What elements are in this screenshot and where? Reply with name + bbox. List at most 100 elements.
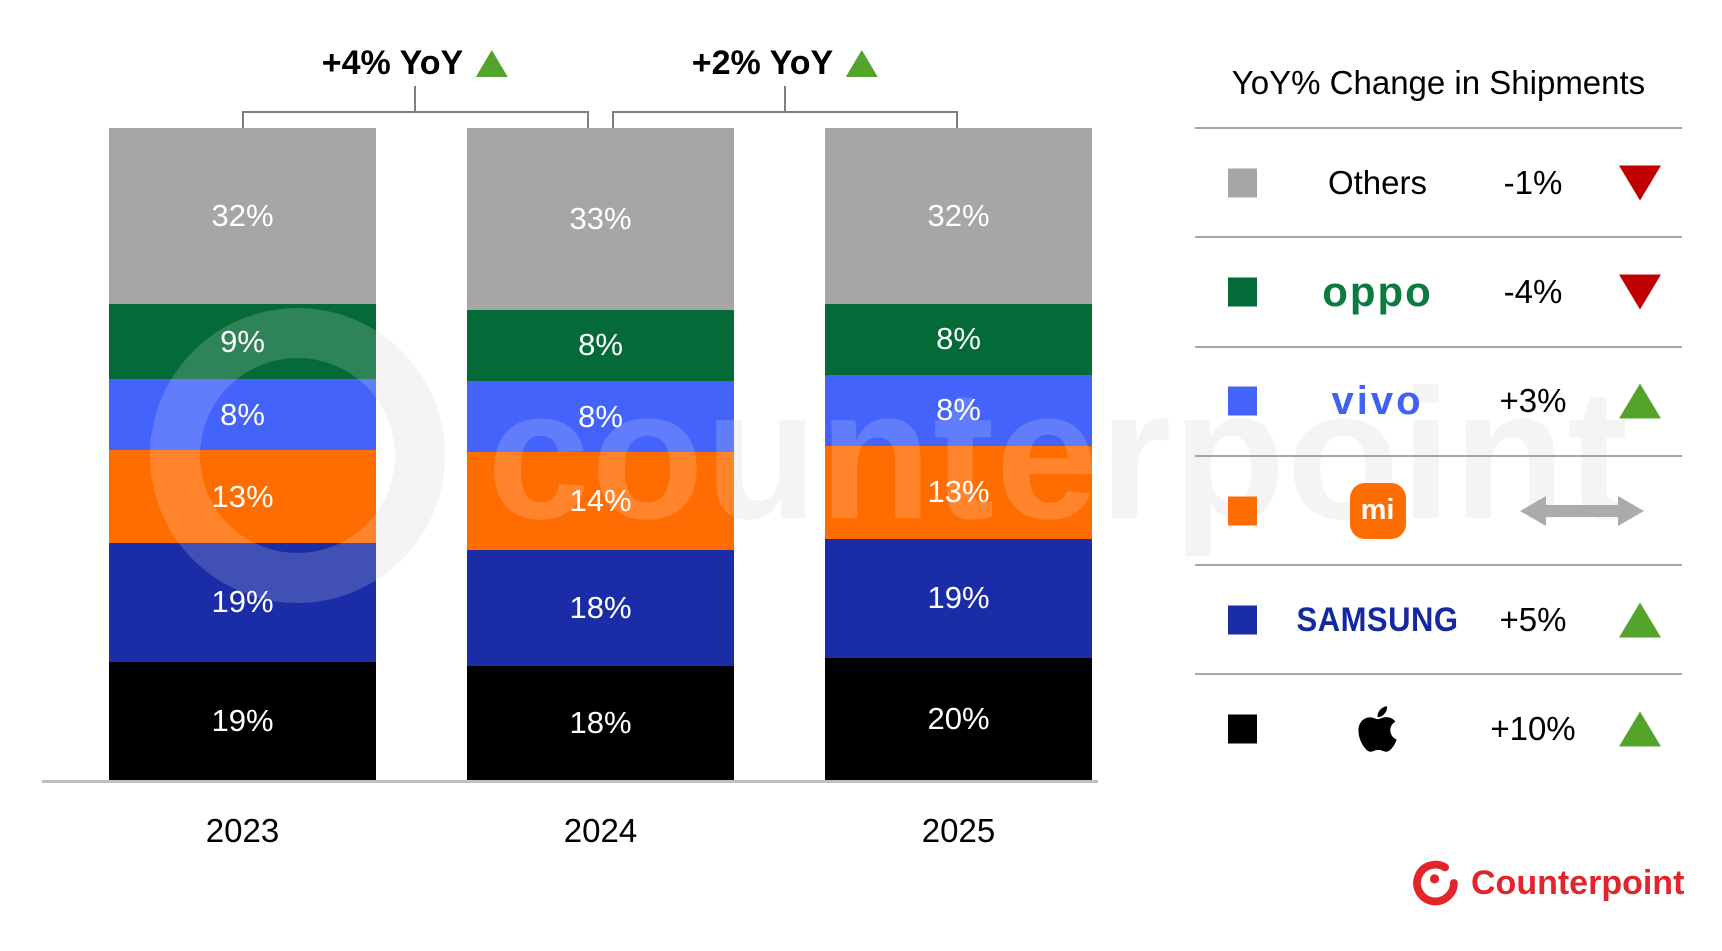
bar-segment-value-label: 8% [936,392,981,428]
bracket-stem [414,86,416,111]
legend-panel: YoY% Change in Shipments Others -1% oppo -4… [1195,40,1682,785]
legend-change-value: +5% [1499,600,1567,638]
legend-row-others: Others -1% [1195,127,1682,236]
counterpoint-wordmark: Counterpoint [1471,863,1685,902]
comparison-bracket-2023-2024 [242,111,589,128]
bar-segment-value-label: 13% [211,478,274,514]
triangle-shape [1619,711,1661,747]
counterpoint-logo-icon [1413,860,1458,906]
bar-segment-value-label: 9% [220,323,265,359]
apple-logo-icon [1358,703,1397,755]
legend-brand-box: vivo [1280,381,1475,421]
bar-segment-value-label: 13% [927,474,990,510]
bar-segment-others-2025: 32% [825,128,1092,304]
flat-trend-arrow-icon [1518,494,1646,528]
x-axis-line [42,780,1098,783]
bar-segment-apple-2025: 20% [825,657,1092,781]
bar-segment-samsung-2025: 19% [825,538,1092,658]
legend-row-samsung: SAMSUNG +5% [1195,564,1682,673]
legend-row-apple: +10% [1195,673,1682,782]
down-triangle-icon [1613,274,1667,310]
counterpoint-brand-footer: Counterpoint [1412,860,1684,906]
legend-title: YoY% Change in Shipments [1231,64,1646,101]
bar-segment-xiaomi-2025: 13% [825,445,1092,539]
legend-swatch-apple [1228,714,1257,744]
bar-segment-value-label: 14% [569,483,632,519]
up-triangle-icon [1613,711,1667,747]
bar-segment-value-label: 19% [211,703,274,739]
x-axis-label-2024: 2024 [563,812,638,849]
legend-change-value: +3% [1499,382,1567,420]
stacked-bar-2023: 32% 9% 8% 13% 19% 19% [109,128,376,781]
bar-segment-value-label: 18% [569,589,632,625]
legend-brand-box: Others [1280,164,1475,202]
yoy-growth-label-2024-2025: +2% YoY [691,44,879,83]
legend-rows: Others -1% oppo -4% vivo +3% mi SAMSUNG +5% +10% [1195,127,1682,783]
legend-row-oppo: oppo -4% [1195,236,1682,345]
legend-swatch-vivo [1228,386,1257,416]
bar-segment-value-label: 8% [220,396,265,432]
legend-row-xiaomi: mi [1195,454,1682,564]
bar-segment-value-label: 8% [578,398,623,434]
bar-segment-samsung-2024: 18% [467,550,734,666]
legend-swatch-oppo [1228,277,1257,307]
vivo-logo: vivo [1331,379,1424,424]
others-label: Others [1327,163,1428,201]
legend-swatch-samsung [1228,605,1257,635]
legend-brand-box: oppo [1280,267,1475,315]
bar-segment-value-label: 19% [927,580,990,616]
bar-segment-apple-2023: 19% [109,661,376,781]
legend-row-vivo: vivo +3% [1195,345,1682,455]
samsung-logo: SAMSUNG [1296,599,1459,639]
legend-brand-box: SAMSUNG [1280,599,1475,639]
yoy-growth-text: +4% YoY [321,44,464,82]
yoy-growth-label-2023-2024: +4% YoY [321,44,509,83]
bar-segment-value-label: 20% [927,701,990,737]
x-axis-label-2025: 2025 [921,812,996,849]
up-triangle-icon [1613,383,1667,419]
bar-segment-xiaomi-2023: 13% [109,450,376,543]
bar-segment-value-label: 8% [578,327,623,363]
bar-segment-value-label: 19% [211,584,274,620]
oppo-logo: oppo [1322,267,1433,315]
legend-swatch-others [1228,168,1257,198]
up-triangle-icon [476,50,509,77]
bar-segment-xiaomi-2024: 14% [467,452,734,551]
bar-segment-vivo-2023: 8% [109,379,376,451]
bar-segment-value-label: 32% [211,197,274,233]
bar-segment-oppo-2025: 8% [825,303,1092,375]
bar-segment-value-label: 32% [927,197,990,233]
comparison-bracket-2024-2025 [612,111,958,128]
bar-segment-oppo-2023: 9% [109,303,376,380]
stacked-bar-2024: 33% 8% 8% 14% 18% 18% [467,128,734,781]
bar-segment-value-label: 18% [569,705,632,741]
bracket-stem [784,86,786,111]
yoy-growth-text: +2% YoY [691,44,834,82]
bar-segment-value-label: 8% [936,321,981,357]
legend-brand-box: mi [1280,482,1475,539]
xiaomi-logo: mi [1349,482,1406,539]
down-triangle-icon [1613,165,1667,201]
triangle-shape [1619,274,1661,310]
legend-change-value: -1% [1503,163,1563,201]
legend-change-value: +10% [1490,710,1576,748]
bar-segment-vivo-2025: 8% [825,374,1092,446]
up-triangle-icon [846,50,879,77]
bar-segment-others-2023: 32% [109,128,376,304]
up-triangle-icon [1613,602,1667,638]
x-axis-label-2023: 2023 [205,812,280,849]
bar-segment-vivo-2024: 8% [467,380,734,453]
triangle-shape [1619,602,1661,638]
legend-brand-box [1280,703,1475,755]
triangle-shape [1619,165,1661,201]
stacked-bar-2025: 32% 8% 8% 13% 19% 20% [825,128,1092,781]
bar-segment-value-label: 33% [569,200,632,236]
legend-change-value: -4% [1503,272,1563,310]
legend-swatch-xiaomi [1228,496,1257,526]
triangle-shape [1619,383,1661,419]
bar-segment-others-2024: 33% [467,128,734,310]
bar-segment-apple-2024: 18% [467,665,734,781]
bar-segment-samsung-2023: 19% [109,542,376,662]
bar-segment-oppo-2024: 8% [467,309,734,381]
